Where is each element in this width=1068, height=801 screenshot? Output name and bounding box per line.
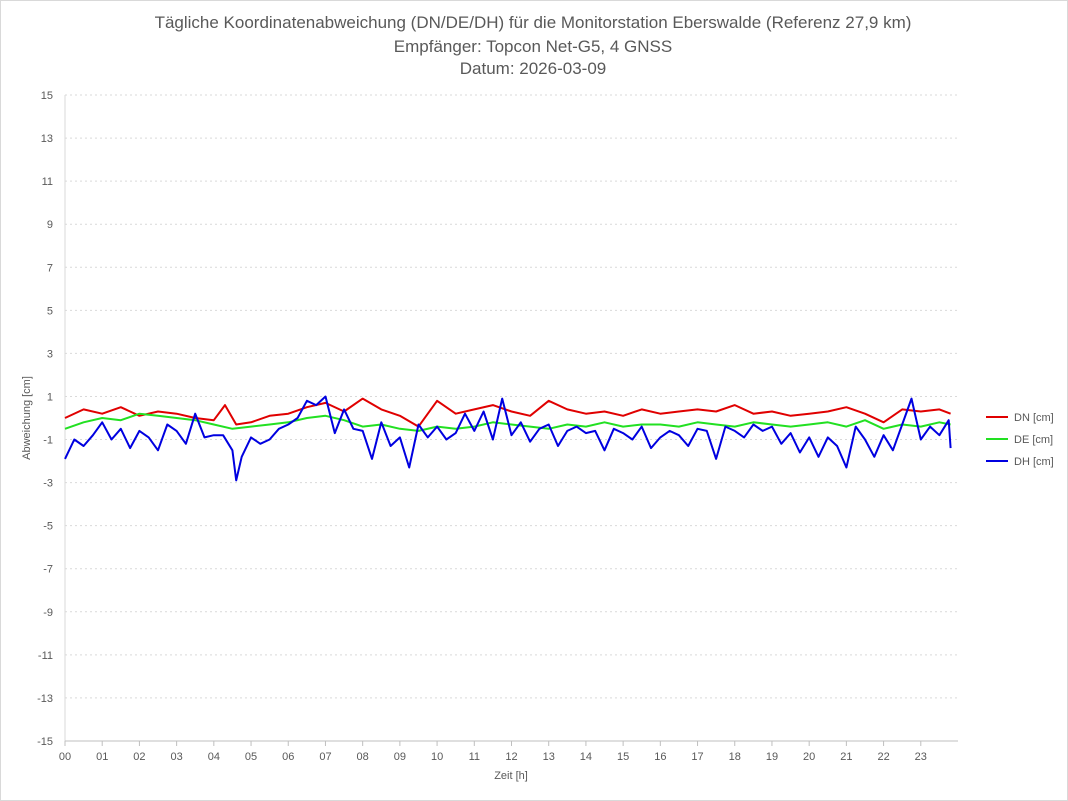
x-tick-label: 09 [394,751,406,763]
x-tick-label: 20 [803,751,815,763]
x-tick-label: 01 [96,751,108,763]
chart-title-line-2: Empfänger: Topcon Net-G5, 4 GNSS [394,37,672,56]
x-tick-label: 02 [133,751,145,763]
x-tick-label: 11 [469,751,480,763]
x-tick-label: 12 [505,751,517,763]
y-tick-label: 1 [47,391,53,403]
de-series-line [64,412,951,432]
x-tick-label: 19 [766,751,778,763]
chart-title-line-3: Datum: 2026-03-09 [460,59,606,78]
y-tick-label: 13 [41,133,53,145]
x-tick-label: 06 [282,751,294,763]
x-tick-label: 00 [59,751,71,763]
legend-item-dn: DN [cm] [986,412,1054,424]
y-tick-label: 15 [41,90,53,102]
x-tick-label: 21 [840,751,852,763]
x-tick-label: 05 [245,751,257,763]
y-tick-label: 5 [47,305,53,317]
y-tick-label: 3 [47,348,53,360]
x-tick-label: 17 [691,751,703,763]
x-tick-label: 08 [357,751,369,763]
x-tick-label: 23 [915,751,927,763]
y-tick-label: -7 [43,564,53,576]
y-tick-label: -15 [37,736,53,748]
x-tick-label: 16 [654,751,666,763]
plot-series [64,395,952,482]
y-tick-label: 11 [42,176,53,188]
x-tick-label: 18 [729,751,741,763]
legend-label: DH [cm] [1014,456,1054,468]
legend-label: DN [cm] [1014,412,1054,424]
x-axis-title: Zeit [h] [494,770,528,782]
x-tick-label: 07 [319,751,331,763]
y-tick-label: -5 [43,521,53,533]
legend-item-de: DE [cm] [986,434,1053,446]
y-tick-label: -1 [43,435,53,447]
x-tick-label: 15 [617,751,629,763]
x-tick-label: 22 [877,751,889,763]
x-axis-ticks: 00 01 02 03 04 05 06 07 08 09 10 11 12 13 14 15 16 17 18 19… [59,741,927,763]
y-tick-label: 7 [47,262,53,274]
y-tick-label: -9 [43,607,53,619]
y-axis-title: Abweichung [cm] [21,376,33,460]
chart-title-line-1: Tägliche Koordinatenabweichung (DN/DE/DH… [155,13,912,32]
x-tick-label: 04 [208,751,220,763]
x-tick-label: 10 [431,751,443,763]
legend: DN [cm] DE [cm] DH [cm] [986,412,1054,468]
x-tick-label: 13 [543,751,555,763]
x-tick-label: 14 [580,751,592,763]
y-tick-label: -3 [43,478,53,490]
dn-series-line [64,397,951,428]
legend-item-dh: DH [cm] [986,456,1054,468]
y-tick-label: 9 [47,219,53,231]
legend-label: DE [cm] [1014,434,1053,446]
y-tick-label: -13 [37,693,53,705]
dh-series-line [64,395,952,482]
x-tick-label: 03 [171,751,183,763]
y-axis-ticks: 15 13 11 9 7 5 3 1 -1 -3 -5 -7 -9 -11 -13 -15 [37,90,53,748]
y-tick-label: -11 [38,650,53,662]
